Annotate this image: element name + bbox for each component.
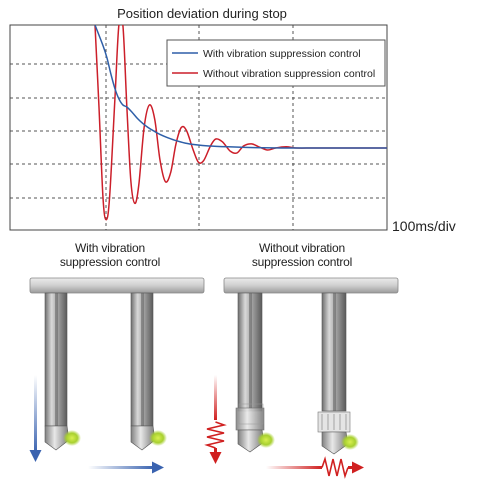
legend-label-with: With vibration suppression control	[203, 48, 361, 60]
tool-without-2	[317, 292, 359, 455]
time-scale-label: 100ms/div	[392, 218, 456, 234]
caption-with-line1: With vibration	[75, 241, 145, 255]
series-line-with	[94, 25, 387, 149]
arrow-with-vertical	[29, 375, 42, 462]
caption-without-suppression: Without vibration suppression control	[212, 241, 392, 269]
tool-with-1	[44, 292, 81, 451]
arrow-with-horizontal	[88, 461, 164, 474]
series-line-without	[94, 25, 387, 221]
tool-with-2	[130, 292, 167, 451]
plot-area: With vibration suppression control Witho…	[9, 24, 388, 231]
chart-title: Position deviation during stop	[117, 6, 287, 21]
plot-frame	[9, 24, 388, 231]
legend: With vibration suppression control Witho…	[166, 39, 386, 87]
rail-right	[223, 277, 399, 294]
caption-with-line2: suppression control	[59, 255, 161, 269]
caption-without-line2: suppression control	[251, 255, 353, 269]
caption-without-line1: Without vibration	[259, 241, 345, 255]
legend-box	[166, 39, 386, 87]
legend-label-without: Without vibration suppression control	[203, 68, 375, 80]
rail-left	[29, 277, 205, 294]
arrow-without-vertical	[204, 375, 227, 464]
arrow-without-horizontal	[266, 456, 364, 479]
tool-without-1	[235, 292, 275, 453]
series-layer	[94, 25, 387, 221]
caption-with-suppression: With vibration suppression control	[20, 241, 200, 269]
